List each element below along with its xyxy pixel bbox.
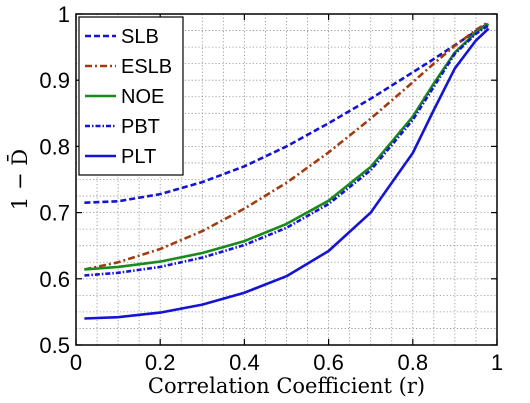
x-axis-title: Correlation Coefficient (r): [148, 374, 425, 398]
x-tick-label: 0.8: [398, 350, 429, 375]
y-tick-label: 0.6: [39, 267, 70, 292]
legend-label-slb: SLB: [121, 26, 159, 48]
legend-label-noe: NOE: [121, 86, 164, 108]
y-tick-label: 1: [58, 2, 70, 27]
x-tick-label: 1: [491, 350, 503, 375]
y-axis-title: 1 − D̄: [7, 149, 32, 210]
series-line-eslb: [84, 20, 490, 271]
y-tick-label: 0.5: [39, 333, 70, 358]
legend-label-plt: PLT: [121, 146, 156, 168]
axis-ticks: [75, 13, 498, 346]
y-tick-label: 0.9: [39, 68, 70, 93]
series-line-pbt: [84, 24, 490, 277]
legend: SLB ESLB NOE PBT PLT: [78, 16, 184, 176]
legend-label-eslb: ESLB: [121, 56, 172, 78]
x-tick-label: 0: [70, 350, 82, 375]
plot-area-frame: [75, 13, 498, 346]
legend-label-pbt: PBT: [121, 116, 160, 138]
y-tick-label: 0.7: [39, 201, 70, 226]
x-tick-label: 0.4: [229, 350, 260, 375]
series-layer: [84, 20, 490, 320]
x-tick-label: 0.2: [145, 350, 176, 375]
y-tick-label: 0.8: [39, 134, 70, 159]
tick-labels: 0 0.2 0.4 0.6 0.8 1 0.5 0.6 0.7 0.8 0.9 1: [39, 2, 503, 375]
x-tick-label: 0.6: [313, 350, 344, 375]
series-line-plt: [84, 27, 490, 320]
